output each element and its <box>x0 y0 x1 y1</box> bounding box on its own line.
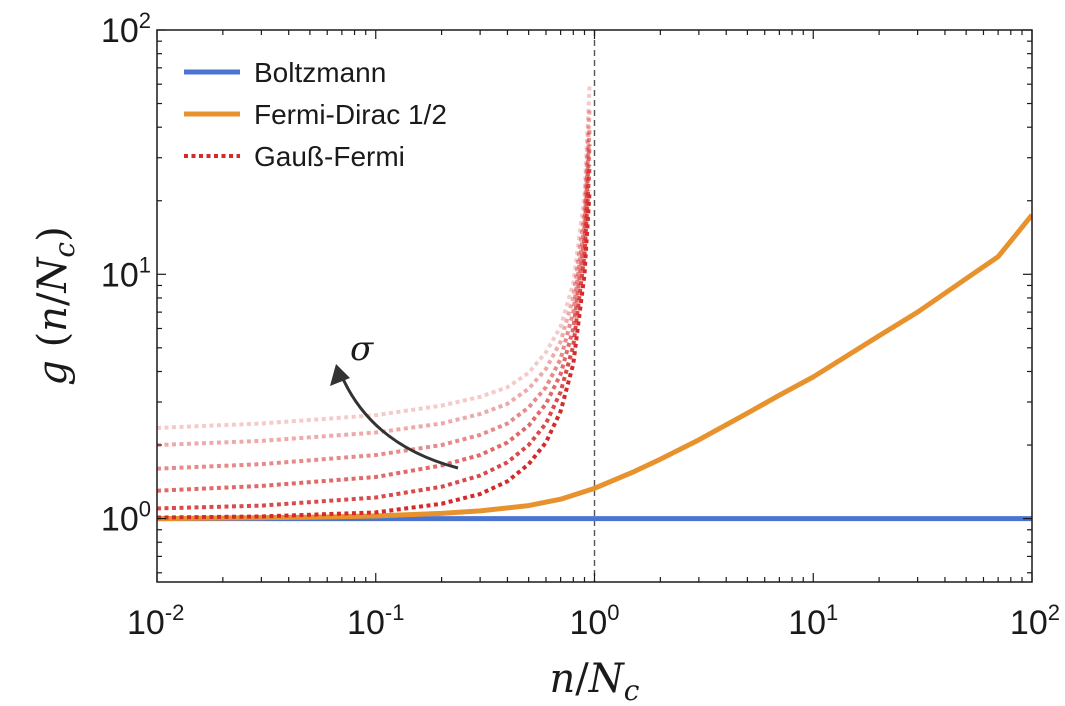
series-gauss-fermi-5-line <box>157 127 592 471</box>
series-gauss-fermi-6-line <box>157 107 592 448</box>
legend-boltzmann-label: Boltzmann <box>254 57 386 88</box>
sigma-arrow <box>338 371 459 470</box>
y-tick-label: 101 <box>101 252 151 294</box>
x-tick-label: 10-1 <box>347 600 404 642</box>
legend-fermi-dirac-1-2-label: Fermi-Dirac 1/2 <box>254 99 447 130</box>
x-tick-label: 10-2 <box>127 600 184 642</box>
y-tick-label: 102 <box>101 8 151 50</box>
series-gauss-fermi-3-line <box>157 164 592 511</box>
sigma-arrowhead <box>330 364 350 386</box>
plot-area <box>157 30 1032 582</box>
legend: Boltzmann Fermi-Dirac 1/2 Gauß-Fermi <box>184 57 447 172</box>
y-tick-label: 100 <box>101 497 151 539</box>
x-tick-label: 100 <box>569 600 619 642</box>
x-tick-label: 102 <box>1010 600 1060 642</box>
series-group <box>157 30 1032 582</box>
annotation: σ <box>330 329 459 470</box>
series-fermi-dirac-1-2-line <box>157 213 1032 522</box>
series-gau-fermi-line <box>157 190 592 520</box>
series-gauss-fermi-7-line <box>157 84 592 430</box>
x-axis-label: n/Nc <box>550 656 640 706</box>
y-axis-label: g (n/Nc) <box>30 226 81 385</box>
legend-gau-fermi-label: Gauß-Fermi <box>254 141 405 172</box>
sigma-label: σ <box>350 329 374 369</box>
x-tick-label: 101 <box>788 600 838 642</box>
series-gauss-fermi-4-line <box>157 144 592 493</box>
axes: 10-2 10-1 100 101 102 100 101 102 n/Nc g (n/Nc) <box>30 8 1060 706</box>
